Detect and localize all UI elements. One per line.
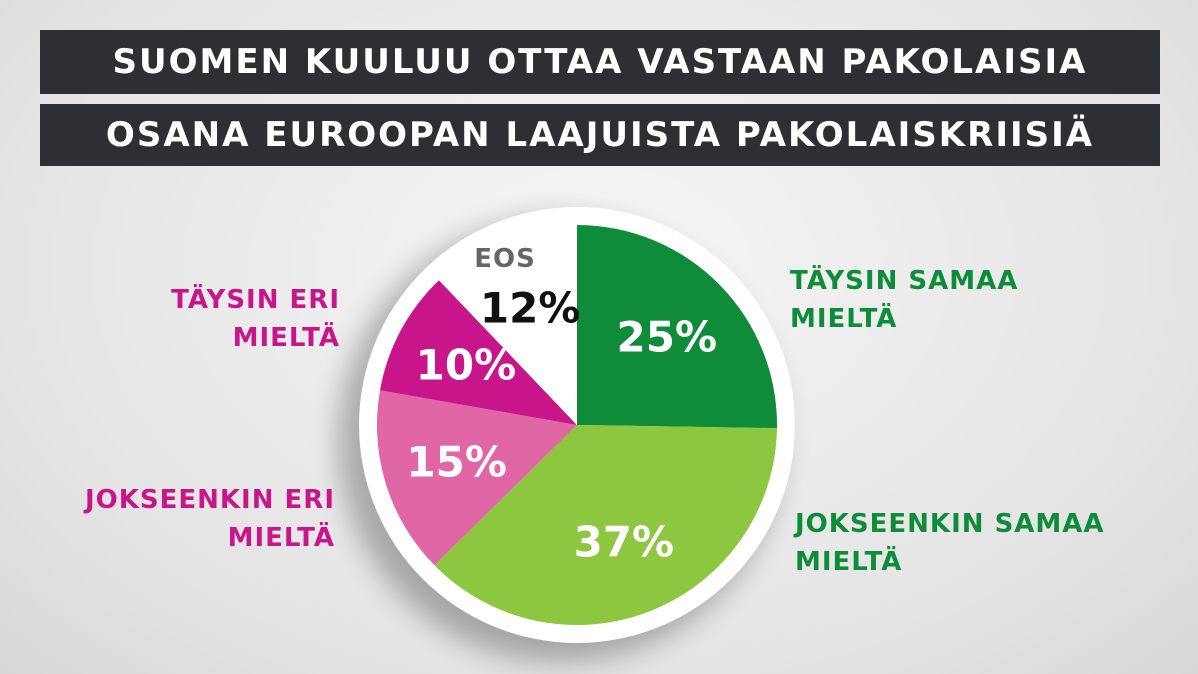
pie-slice [380, 280, 577, 425]
category-label: JOKSEENKIN SAMAA MIELTÄ [795, 509, 1105, 577]
value-label: 12% [479, 283, 581, 333]
category-label: JOKSEENKIN ERI MIELTÄ [84, 485, 335, 553]
pie-slice [438, 225, 577, 425]
value-label: 10% [415, 340, 517, 390]
value-label: 15% [406, 437, 507, 487]
title-line: SUOMEN KUULUU OTTAA VASTAAN PAKOLAISIA [40, 30, 1160, 94]
value-label: 37% [573, 517, 675, 567]
pie-slice [434, 425, 777, 626]
pie-slice [377, 390, 577, 566]
category-label: TÄYSIN ERI MIELTÄ [171, 285, 340, 353]
title-line: OSANA EUROOPAN LAAJUISTA PAKOLAISKRIISIÄ [40, 104, 1160, 166]
pie-slice [577, 225, 777, 429]
category-label: EOS [474, 244, 536, 274]
value-label: 25% [616, 312, 718, 362]
category-label: TÄYSIN SAMAA MIELTÄ [790, 266, 1019, 334]
